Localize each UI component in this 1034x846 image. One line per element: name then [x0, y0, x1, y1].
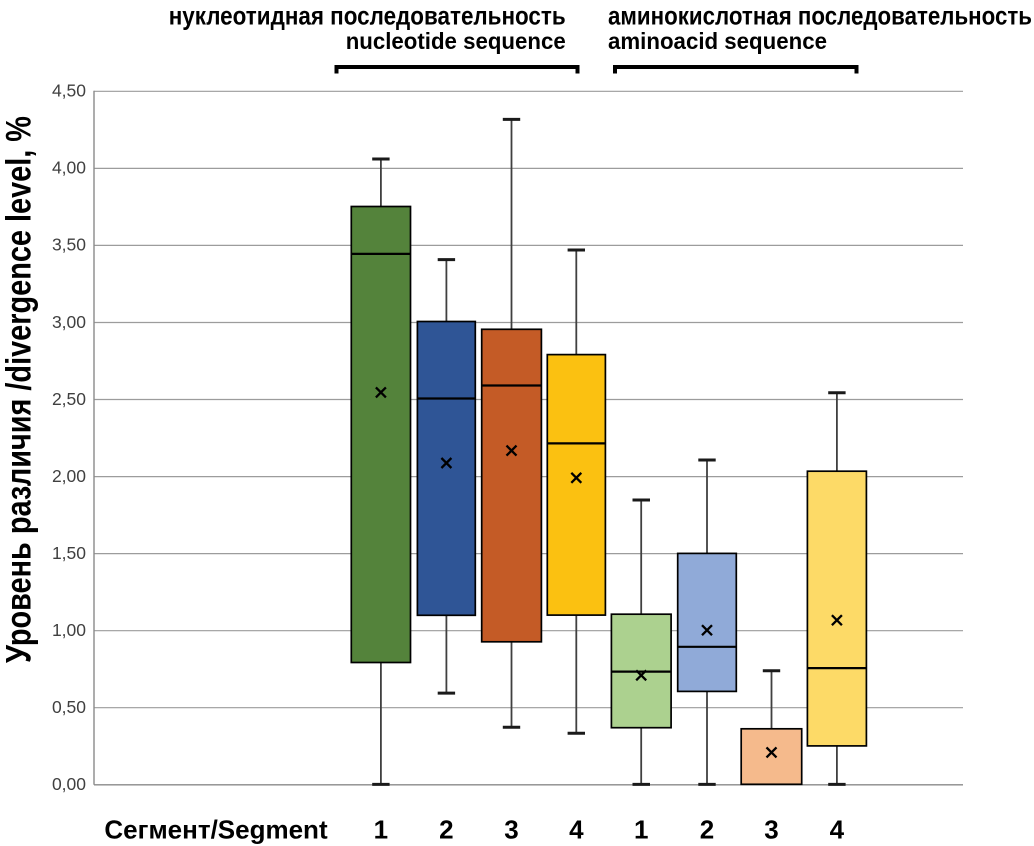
- svg-text:2: 2: [700, 815, 714, 845]
- svg-text:0,50: 0,50: [52, 697, 86, 717]
- svg-text:3,00: 3,00: [52, 312, 86, 332]
- svg-text:4: 4: [569, 815, 584, 845]
- svg-text:nucleotide sequence: nucleotide sequence: [346, 28, 566, 54]
- svg-text:4: 4: [830, 815, 845, 845]
- svg-text:Сегмент/Segment: Сегмент/Segment: [104, 815, 328, 845]
- svg-text:3: 3: [504, 815, 518, 845]
- svg-text:1,00: 1,00: [52, 620, 86, 640]
- svg-text:3,50: 3,50: [52, 235, 86, 255]
- svg-text:Уровень различия /divergence l: Уровень различия /divergence level, %: [0, 116, 39, 663]
- svg-text:0,00: 0,00: [52, 774, 86, 794]
- svg-text:аминокислотная последовательно: аминокислотная последовательность: [608, 1, 1032, 31]
- svg-text:1: 1: [634, 815, 648, 845]
- svg-text:1: 1: [374, 815, 388, 845]
- svg-text:4,50: 4,50: [52, 81, 86, 101]
- svg-text:3: 3: [764, 815, 778, 845]
- svg-text:aminoacid sequence: aminoacid sequence: [608, 28, 827, 54]
- svg-text:2: 2: [439, 815, 453, 845]
- svg-text:нуклеотидная последовательност: нуклеотидная последовательность: [169, 1, 566, 31]
- svg-text:4,00: 4,00: [52, 158, 86, 178]
- svg-text:2,00: 2,00: [52, 466, 86, 486]
- svg-text:2,50: 2,50: [52, 389, 86, 409]
- svg-text:1,50: 1,50: [52, 543, 86, 563]
